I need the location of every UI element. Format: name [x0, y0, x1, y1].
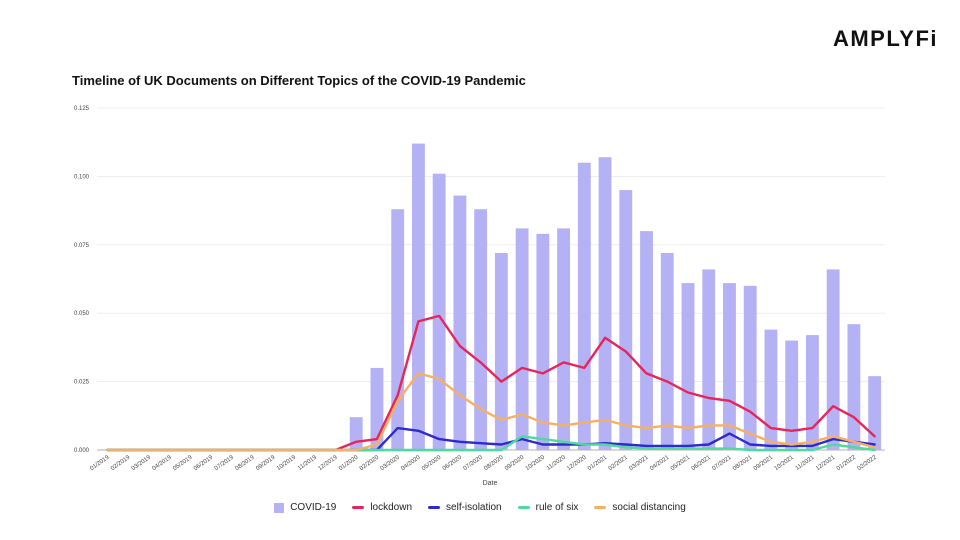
x-tick-label: 03/2020: [380, 454, 402, 472]
legend-item-rule-of-six: rule of six: [517, 502, 579, 513]
x-tick-label: 08/2021: [732, 454, 754, 472]
x-tick-label: 01/2019: [89, 454, 111, 472]
legend-item-social-distancing: social distancing: [594, 502, 686, 513]
x-tick-label: 01/2021: [587, 454, 609, 472]
series-lines: [106, 314, 876, 452]
x-tick-label: 11/2019: [297, 454, 318, 471]
x-tick-label: 07/2021: [711, 454, 733, 472]
x-tick-label: 08/2019: [234, 454, 256, 472]
bar-covid-19: [515, 228, 529, 450]
y-tick-label: 0.025: [74, 380, 90, 386]
line-self-isolation: [106, 426, 876, 452]
bar-covid-19: [660, 253, 674, 450]
bar-covid-19: [557, 228, 571, 450]
x-tick-label: 04/2021: [649, 454, 671, 472]
legend-swatch: [428, 506, 441, 509]
x-tick-label: 07/2019: [214, 454, 236, 472]
bar-covid-19: [598, 157, 612, 451]
y-tick-label: 0.125: [74, 106, 90, 112]
x-tick-label: 06/2020: [442, 454, 464, 472]
bar-covid-19: [474, 209, 488, 450]
x-tick-label: 12/2020: [566, 454, 588, 472]
y-tick-label: 0.075: [74, 243, 90, 249]
bar-covid-19: [411, 143, 425, 450]
x-tick-label: 11/2021: [795, 454, 816, 471]
bar-covid-19: [453, 195, 467, 450]
bar-covid-19: [432, 173, 446, 450]
legend-swatch: [594, 506, 607, 509]
brand-logo: AMPLYFi: [832, 26, 938, 51]
legend-item-covid-19: COVID-19: [274, 502, 336, 513]
legend-label: social distancing: [612, 502, 686, 513]
x-tick-label: 08/2020: [483, 454, 505, 472]
x-tick-label: 05/2021: [670, 454, 692, 472]
x-tick-label: 05/2019: [172, 454, 194, 472]
bar-covid-19: [681, 283, 695, 450]
x-tick-label: 09/2020: [504, 454, 526, 472]
x-tick-label: 12/2021: [815, 454, 837, 472]
legend-swatch: [274, 502, 285, 513]
legend: COVID-19 lockdown self-isolation rule of si…: [0, 502, 960, 513]
x-tick-label: 11/2020: [546, 454, 567, 471]
bar-covid-19: [391, 209, 405, 450]
legend-label: self-isolation: [446, 502, 502, 513]
x-tick-label: 03/2021: [628, 454, 650, 472]
x-tick-label: 04/2020: [400, 454, 422, 472]
bar-covid-19: [536, 233, 550, 450]
bar-covid-19: [494, 253, 508, 450]
legend-swatch: [517, 506, 530, 509]
x-tick-label: 10/2021: [774, 454, 796, 472]
x-tick-label: 10/2019: [276, 454, 298, 472]
x-tick-label: 09/2019: [255, 454, 277, 472]
legend-label: rule of six: [535, 502, 579, 513]
bar-covid-19: [723, 283, 736, 450]
bar-covid-19: [743, 285, 757, 450]
y-tick-label: 0.100: [74, 174, 90, 180]
bar-covid-19: [577, 162, 591, 450]
x-tick-label: 04/2019: [152, 454, 174, 472]
x-tick-label: 05/2020: [421, 454, 443, 472]
x-tick-label: 06/2021: [691, 454, 713, 472]
chart-title: Timeline of UK Documents on Different To…: [72, 73, 526, 88]
x-tick-label: 02/2021: [608, 454, 630, 472]
bars-covid-19: [349, 143, 882, 451]
bar-covid-19: [640, 231, 653, 450]
bar-covid-19: [847, 324, 861, 450]
x-tick-label: 09/2021: [753, 454, 775, 472]
line-social-distancing: [106, 372, 876, 452]
x-tick-label: 12/2019: [317, 454, 339, 472]
line-lockdown: [106, 314, 876, 452]
bar-covid-19: [764, 329, 778, 450]
legend-item-lockdown: lockdown: [352, 502, 412, 513]
x-tick-label: 02/2020: [359, 454, 381, 472]
bar-covid-19: [619, 190, 633, 450]
x-tick-label: 02/2022: [857, 454, 879, 472]
legend-item-self-isolation: self-isolation: [428, 502, 502, 513]
y-tick-label: 0.000: [74, 448, 90, 454]
bar-covid-19: [868, 376, 882, 450]
legend-label: lockdown: [370, 502, 413, 513]
bar-covid-19: [702, 269, 716, 450]
bar-covid-19: [805, 335, 819, 450]
y-tick-label: 0.050: [74, 311, 90, 317]
x-tick-label: 06/2019: [193, 454, 215, 472]
bar-covid-19: [785, 340, 799, 450]
bar-covid-19: [826, 269, 840, 450]
x-tick-label: 01/2022: [836, 454, 858, 472]
x-axis-title: Date: [483, 480, 498, 487]
x-tick-label: 03/2019: [131, 454, 153, 472]
x-tick-label: 02/2019: [110, 454, 132, 472]
legend-swatch: [352, 506, 365, 509]
legend-label: COVID-19: [290, 502, 337, 513]
x-tick-label: 10/2020: [525, 454, 547, 472]
bar-covid-19: [349, 417, 363, 450]
x-tick-label: 01/2020: [338, 454, 360, 472]
x-tick-label: 07/2020: [463, 454, 485, 472]
